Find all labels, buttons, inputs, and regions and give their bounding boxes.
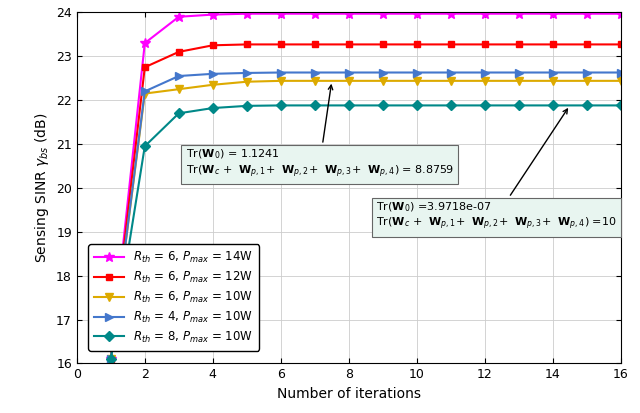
- $R_{th}$ = 6, $P_{max}$ = 10W: [379, 78, 387, 83]
- $R_{th}$ = 4, $P_{max}$ = 10W: [515, 70, 523, 75]
- $R_{th}$ = 6, $P_{max}$ = 14W: [141, 40, 148, 45]
- $R_{th}$ = 6, $P_{max}$ = 12W: [175, 50, 182, 55]
- $R_{th}$ = 6, $P_{max}$ = 10W: [277, 78, 285, 83]
- $R_{th}$ = 4, $P_{max}$ = 10W: [481, 70, 489, 75]
- Line: $R_{th}$ = 6, $P_{max}$ = 10W: $R_{th}$ = 6, $P_{max}$ = 10W: [107, 77, 625, 363]
- Line: $R_{th}$ = 4, $P_{max}$ = 10W: $R_{th}$ = 4, $P_{max}$ = 10W: [107, 68, 625, 363]
- $R_{th}$ = 6, $P_{max}$ = 14W: [311, 11, 319, 16]
- $R_{th}$ = 6, $P_{max}$ = 14W: [583, 11, 591, 16]
- $R_{th}$ = 4, $P_{max}$ = 10W: [345, 70, 353, 75]
- $R_{th}$ = 4, $P_{max}$ = 10W: [209, 71, 216, 76]
- $R_{th}$ = 6, $P_{max}$ = 10W: [209, 82, 216, 87]
- $R_{th}$ = 6, $P_{max}$ = 12W: [141, 65, 148, 70]
- Y-axis label: Sensing SINR $\gamma_{bs}$ (dB): Sensing SINR $\gamma_{bs}$ (dB): [33, 113, 51, 263]
- $R_{th}$ = 6, $P_{max}$ = 14W: [549, 11, 557, 16]
- $R_{th}$ = 6, $P_{max}$ = 14W: [447, 11, 454, 16]
- $R_{th}$ = 6, $P_{max}$ = 10W: [311, 78, 319, 83]
- $R_{th}$ = 4, $P_{max}$ = 10W: [175, 74, 182, 78]
- $R_{th}$ = 8, $P_{max}$ = 10W: [617, 103, 625, 108]
- $R_{th}$ = 4, $P_{max}$ = 10W: [311, 70, 319, 75]
- $R_{th}$ = 6, $P_{max}$ = 12W: [209, 43, 216, 48]
- $R_{th}$ = 6, $P_{max}$ = 10W: [583, 78, 591, 83]
- $R_{th}$ = 6, $P_{max}$ = 10W: [549, 78, 557, 83]
- $R_{th}$ = 6, $P_{max}$ = 14W: [481, 11, 489, 16]
- Line: $R_{th}$ = 6, $P_{max}$ = 12W: $R_{th}$ = 6, $P_{max}$ = 12W: [108, 41, 624, 363]
- $R_{th}$ = 6, $P_{max}$ = 10W: [345, 78, 353, 83]
- $R_{th}$ = 6, $P_{max}$ = 10W: [481, 78, 489, 83]
- $R_{th}$ = 6, $P_{max}$ = 14W: [345, 11, 353, 16]
- $R_{th}$ = 6, $P_{max}$ = 12W: [481, 42, 489, 47]
- $R_{th}$ = 6, $P_{max}$ = 14W: [175, 14, 182, 19]
- $R_{th}$ = 8, $P_{max}$ = 10W: [277, 103, 285, 108]
- $R_{th}$ = 6, $P_{max}$ = 14W: [379, 11, 387, 16]
- $R_{th}$ = 8, $P_{max}$ = 10W: [379, 103, 387, 108]
- $R_{th}$ = 6, $P_{max}$ = 14W: [277, 11, 285, 16]
- $R_{th}$ = 6, $P_{max}$ = 14W: [209, 12, 216, 17]
- $R_{th}$ = 8, $P_{max}$ = 10W: [447, 103, 454, 108]
- $R_{th}$ = 8, $P_{max}$ = 10W: [209, 106, 216, 111]
- $R_{th}$ = 4, $P_{max}$ = 10W: [447, 70, 454, 75]
- $R_{th}$ = 6, $P_{max}$ = 14W: [243, 11, 251, 16]
- $R_{th}$ = 6, $P_{max}$ = 14W: [107, 356, 115, 361]
- $R_{th}$ = 6, $P_{max}$ = 12W: [243, 42, 251, 47]
- $R_{th}$ = 6, $P_{max}$ = 12W: [413, 42, 420, 47]
- $R_{th}$ = 8, $P_{max}$ = 10W: [345, 103, 353, 108]
- $R_{th}$ = 6, $P_{max}$ = 12W: [583, 42, 591, 47]
- Text: Tr($\mathbf{W}_0$) =3.9718e-07
Tr($\mathbf{W}_c$ +  $\mathbf{W}_{p,1}$+  $\mathb: Tr($\mathbf{W}_0$) =3.9718e-07 Tr($\math…: [376, 109, 616, 233]
- $R_{th}$ = 8, $P_{max}$ = 10W: [515, 103, 523, 108]
- $R_{th}$ = 6, $P_{max}$ = 12W: [549, 42, 557, 47]
- $R_{th}$ = 8, $P_{max}$ = 10W: [141, 144, 148, 149]
- $R_{th}$ = 6, $P_{max}$ = 10W: [447, 78, 454, 83]
- $R_{th}$ = 4, $P_{max}$ = 10W: [549, 70, 557, 75]
- $R_{th}$ = 8, $P_{max}$ = 10W: [583, 103, 591, 108]
- $R_{th}$ = 6, $P_{max}$ = 12W: [311, 42, 319, 47]
- Legend: $R_{th}$ = 6, $P_{max}$ = 14W, $R_{th}$ = 6, $P_{max}$ = 12W, $R_{th}$ = 6, $P_{: $R_{th}$ = 6, $P_{max}$ = 14W, $R_{th}$ …: [88, 244, 259, 351]
- $R_{th}$ = 6, $P_{max}$ = 10W: [413, 78, 420, 83]
- $R_{th}$ = 8, $P_{max}$ = 10W: [549, 103, 557, 108]
- $R_{th}$ = 6, $P_{max}$ = 14W: [413, 11, 420, 16]
- $R_{th}$ = 6, $P_{max}$ = 14W: [617, 11, 625, 16]
- Line: $R_{th}$ = 8, $P_{max}$ = 10W: $R_{th}$ = 8, $P_{max}$ = 10W: [108, 102, 624, 363]
- $R_{th}$ = 6, $P_{max}$ = 14W: [515, 11, 523, 16]
- $R_{th}$ = 4, $P_{max}$ = 10W: [413, 70, 420, 75]
- $R_{th}$ = 6, $P_{max}$ = 12W: [379, 42, 387, 47]
- $R_{th}$ = 4, $P_{max}$ = 10W: [107, 356, 115, 361]
- $R_{th}$ = 4, $P_{max}$ = 10W: [277, 70, 285, 75]
- $R_{th}$ = 6, $P_{max}$ = 10W: [243, 79, 251, 84]
- $R_{th}$ = 6, $P_{max}$ = 12W: [515, 42, 523, 47]
- $R_{th}$ = 6, $P_{max}$ = 10W: [175, 87, 182, 92]
- $R_{th}$ = 8, $P_{max}$ = 10W: [481, 103, 489, 108]
- $R_{th}$ = 8, $P_{max}$ = 10W: [311, 103, 319, 108]
- Text: Tr($\mathbf{W}_0$) = 1.1241
Tr($\mathbf{W}_c$ +  $\mathbf{W}_{p,1}$+  $\mathbf{W: Tr($\mathbf{W}_0$) = 1.1241 Tr($\mathbf{…: [186, 85, 454, 180]
- $R_{th}$ = 4, $P_{max}$ = 10W: [617, 70, 625, 75]
- $R_{th}$ = 6, $P_{max}$ = 10W: [617, 78, 625, 83]
- Line: $R_{th}$ = 6, $P_{max}$ = 14W: $R_{th}$ = 6, $P_{max}$ = 14W: [106, 9, 626, 364]
- $R_{th}$ = 6, $P_{max}$ = 10W: [515, 78, 523, 83]
- $R_{th}$ = 8, $P_{max}$ = 10W: [243, 103, 251, 108]
- $R_{th}$ = 6, $P_{max}$ = 12W: [617, 42, 625, 47]
- $R_{th}$ = 8, $P_{max}$ = 10W: [107, 356, 115, 361]
- $R_{th}$ = 6, $P_{max}$ = 12W: [345, 42, 353, 47]
- $R_{th}$ = 4, $P_{max}$ = 10W: [243, 71, 251, 76]
- $R_{th}$ = 4, $P_{max}$ = 10W: [379, 70, 387, 75]
- X-axis label: Number of iterations: Number of iterations: [277, 387, 421, 401]
- $R_{th}$ = 6, $P_{max}$ = 12W: [447, 42, 454, 47]
- $R_{th}$ = 4, $P_{max}$ = 10W: [583, 70, 591, 75]
- $R_{th}$ = 6, $P_{max}$ = 12W: [277, 42, 285, 47]
- $R_{th}$ = 6, $P_{max}$ = 10W: [107, 356, 115, 361]
- $R_{th}$ = 6, $P_{max}$ = 12W: [107, 356, 115, 361]
- $R_{th}$ = 4, $P_{max}$ = 10W: [141, 89, 148, 94]
- $R_{th}$ = 8, $P_{max}$ = 10W: [175, 111, 182, 116]
- $R_{th}$ = 8, $P_{max}$ = 10W: [413, 103, 420, 108]
- $R_{th}$ = 6, $P_{max}$ = 10W: [141, 91, 148, 96]
